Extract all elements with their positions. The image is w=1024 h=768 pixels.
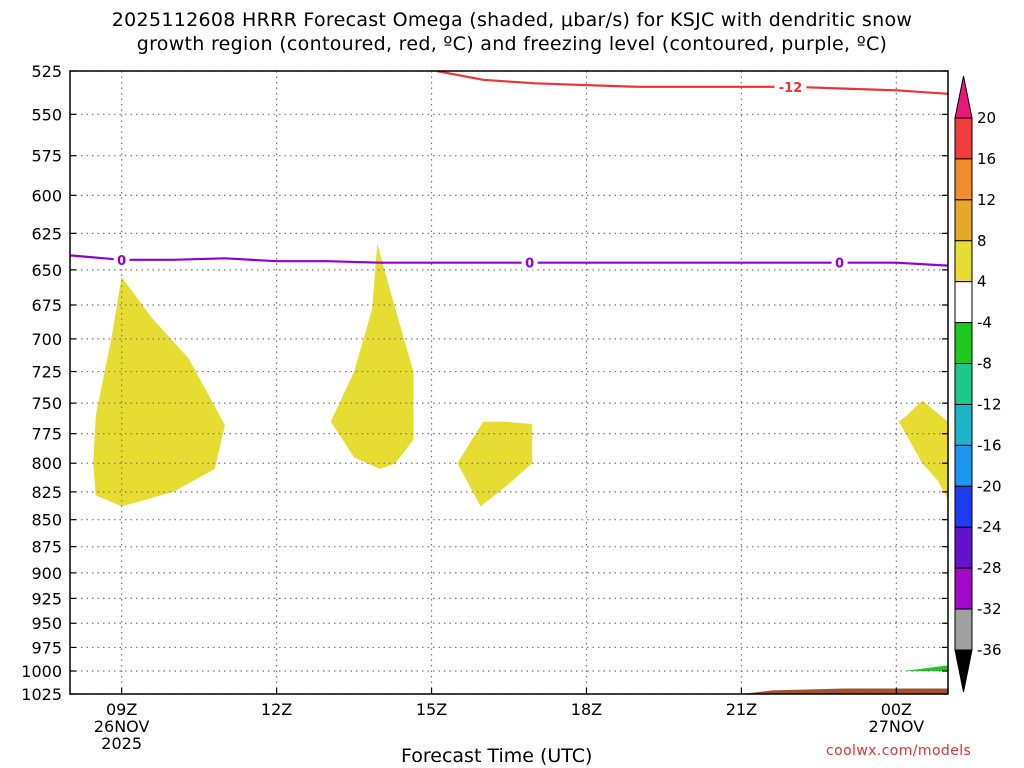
terrain-fill (70, 688, 948, 694)
y-tick-label-950: 950 (31, 614, 62, 633)
x-tick-label-9-2: 26NOV (94, 717, 150, 736)
colorbar-top-arrow (954, 75, 973, 119)
colorbar-label-7: -8 (977, 355, 992, 373)
x-tick-label-21-1: 21Z (726, 700, 757, 719)
colorbar-box-13 (954, 608, 973, 651)
dendritic-contour-label-bg-1 (774, 79, 807, 94)
y-tick-label-975: 975 (31, 638, 62, 657)
colorbar-box-5 (954, 281, 973, 324)
colorbar-label-12: -28 (977, 559, 1002, 577)
chart-title-line2: growth region (contoured, red, ºC) and f… (136, 33, 888, 55)
freezing-level-label-2: 0 (525, 257, 534, 272)
dendritic-contour-line (436, 71, 948, 95)
omega-region-1 (93, 277, 225, 507)
source-credit[interactable]: coolwx.com/models (826, 743, 972, 759)
colorbar-label-9: -16 (977, 436, 1002, 454)
omega-region-4 (898, 400, 948, 500)
y-tick-label-575: 575 (31, 147, 62, 166)
y-tick-label-825: 825 (31, 483, 62, 502)
omega-region-2 (330, 243, 414, 469)
y-tick-label-1025: 1025 (21, 685, 62, 704)
freezing-level-label-bg-1 (113, 252, 130, 267)
y-tick-label-700: 700 (31, 330, 62, 349)
y-tick-label-900: 900 (31, 564, 62, 583)
colorbar-box-12 (954, 567, 973, 610)
omega-region-3 (457, 421, 533, 507)
chart-title-line1: 2025112608 HRRR Forecast Omega (shaded, … (111, 9, 913, 31)
y-tick-label-1000: 1000 (21, 662, 62, 681)
colorbar-label-4: 8 (977, 232, 987, 250)
y-tick-label-675: 675 (31, 296, 62, 315)
x-tick-label-15-1: 15Z (416, 700, 447, 719)
y-tick-label-850: 850 (31, 511, 62, 530)
colorbar-box-7 (954, 363, 973, 405)
colorbar-box-4 (954, 240, 973, 283)
y-tick-label-550: 550 (31, 105, 62, 124)
colorbar-label-5: 4 (977, 273, 987, 291)
y-tick-label-875: 875 (31, 538, 62, 557)
colorbar-box-8 (954, 403, 973, 446)
y-tick-label-775: 775 (31, 425, 62, 444)
colorbar-box-9 (954, 444, 973, 487)
colorbar-box-11 (954, 526, 973, 569)
colorbar-label-10: -20 (977, 477, 1002, 495)
colorbar-label-2: 16 (977, 150, 996, 168)
colorbar-box-10 (954, 485, 973, 528)
chart-title: 2025112608 HRRR Forecast Omega (shaded, … (0, 8, 1024, 56)
freezing-level-label-bg-2 (521, 255, 538, 270)
y-tick-label-925: 925 (31, 589, 62, 608)
colorbar-box-6 (954, 322, 973, 365)
colorbar-label-13: -32 (977, 600, 1002, 618)
colorbar-label-6: -4 (977, 314, 992, 332)
x-tick-label-12-1: 12Z (261, 700, 292, 719)
x-tick-label-9-3: 2025 (101, 734, 142, 753)
y-tick-label-600: 600 (31, 186, 62, 205)
freezing-level-label-3: 0 (835, 257, 844, 272)
colorbar-box-3 (954, 199, 973, 242)
colorbar-box-2 (954, 158, 973, 201)
y-tick-label-750: 750 (31, 394, 62, 413)
freezing-level-label-bg-3 (831, 255, 848, 270)
x-tick-label-18-1: 18Z (571, 700, 602, 719)
y-tick-label-725: 725 (31, 363, 62, 382)
dendritic-contour-label-1: -12 (779, 81, 803, 96)
x-tick-label-24-1: 00Z (881, 700, 912, 719)
colorbar-label-3: 12 (977, 191, 996, 209)
colorbar-label-14: -36 (977, 641, 1002, 659)
colorbar-label-11: -24 (977, 518, 1002, 536)
colorbar-bottom-arrow (954, 649, 973, 693)
x-tick-label-9-1: 09Z (106, 700, 137, 719)
x-axis-label: Forecast Time (UTC) (401, 745, 593, 767)
freezing-level-label-1: 0 (117, 254, 126, 269)
colorbar-box-1 (954, 117, 973, 160)
omega-region-5 (904, 665, 948, 671)
colorbar-label-1: 20 (977, 109, 996, 127)
freezing-level-line (70, 254, 948, 267)
y-tick-label-650: 650 (31, 261, 62, 280)
y-tick-label-525: 525 (31, 62, 62, 81)
y-tick-label-800: 800 (31, 454, 62, 473)
plot-border (69, 70, 949, 695)
colorbar-label-8: -12 (977, 395, 1002, 413)
x-tick-label-24-2: 27NOV (869, 717, 925, 736)
y-tick-label-625: 625 (31, 224, 62, 243)
